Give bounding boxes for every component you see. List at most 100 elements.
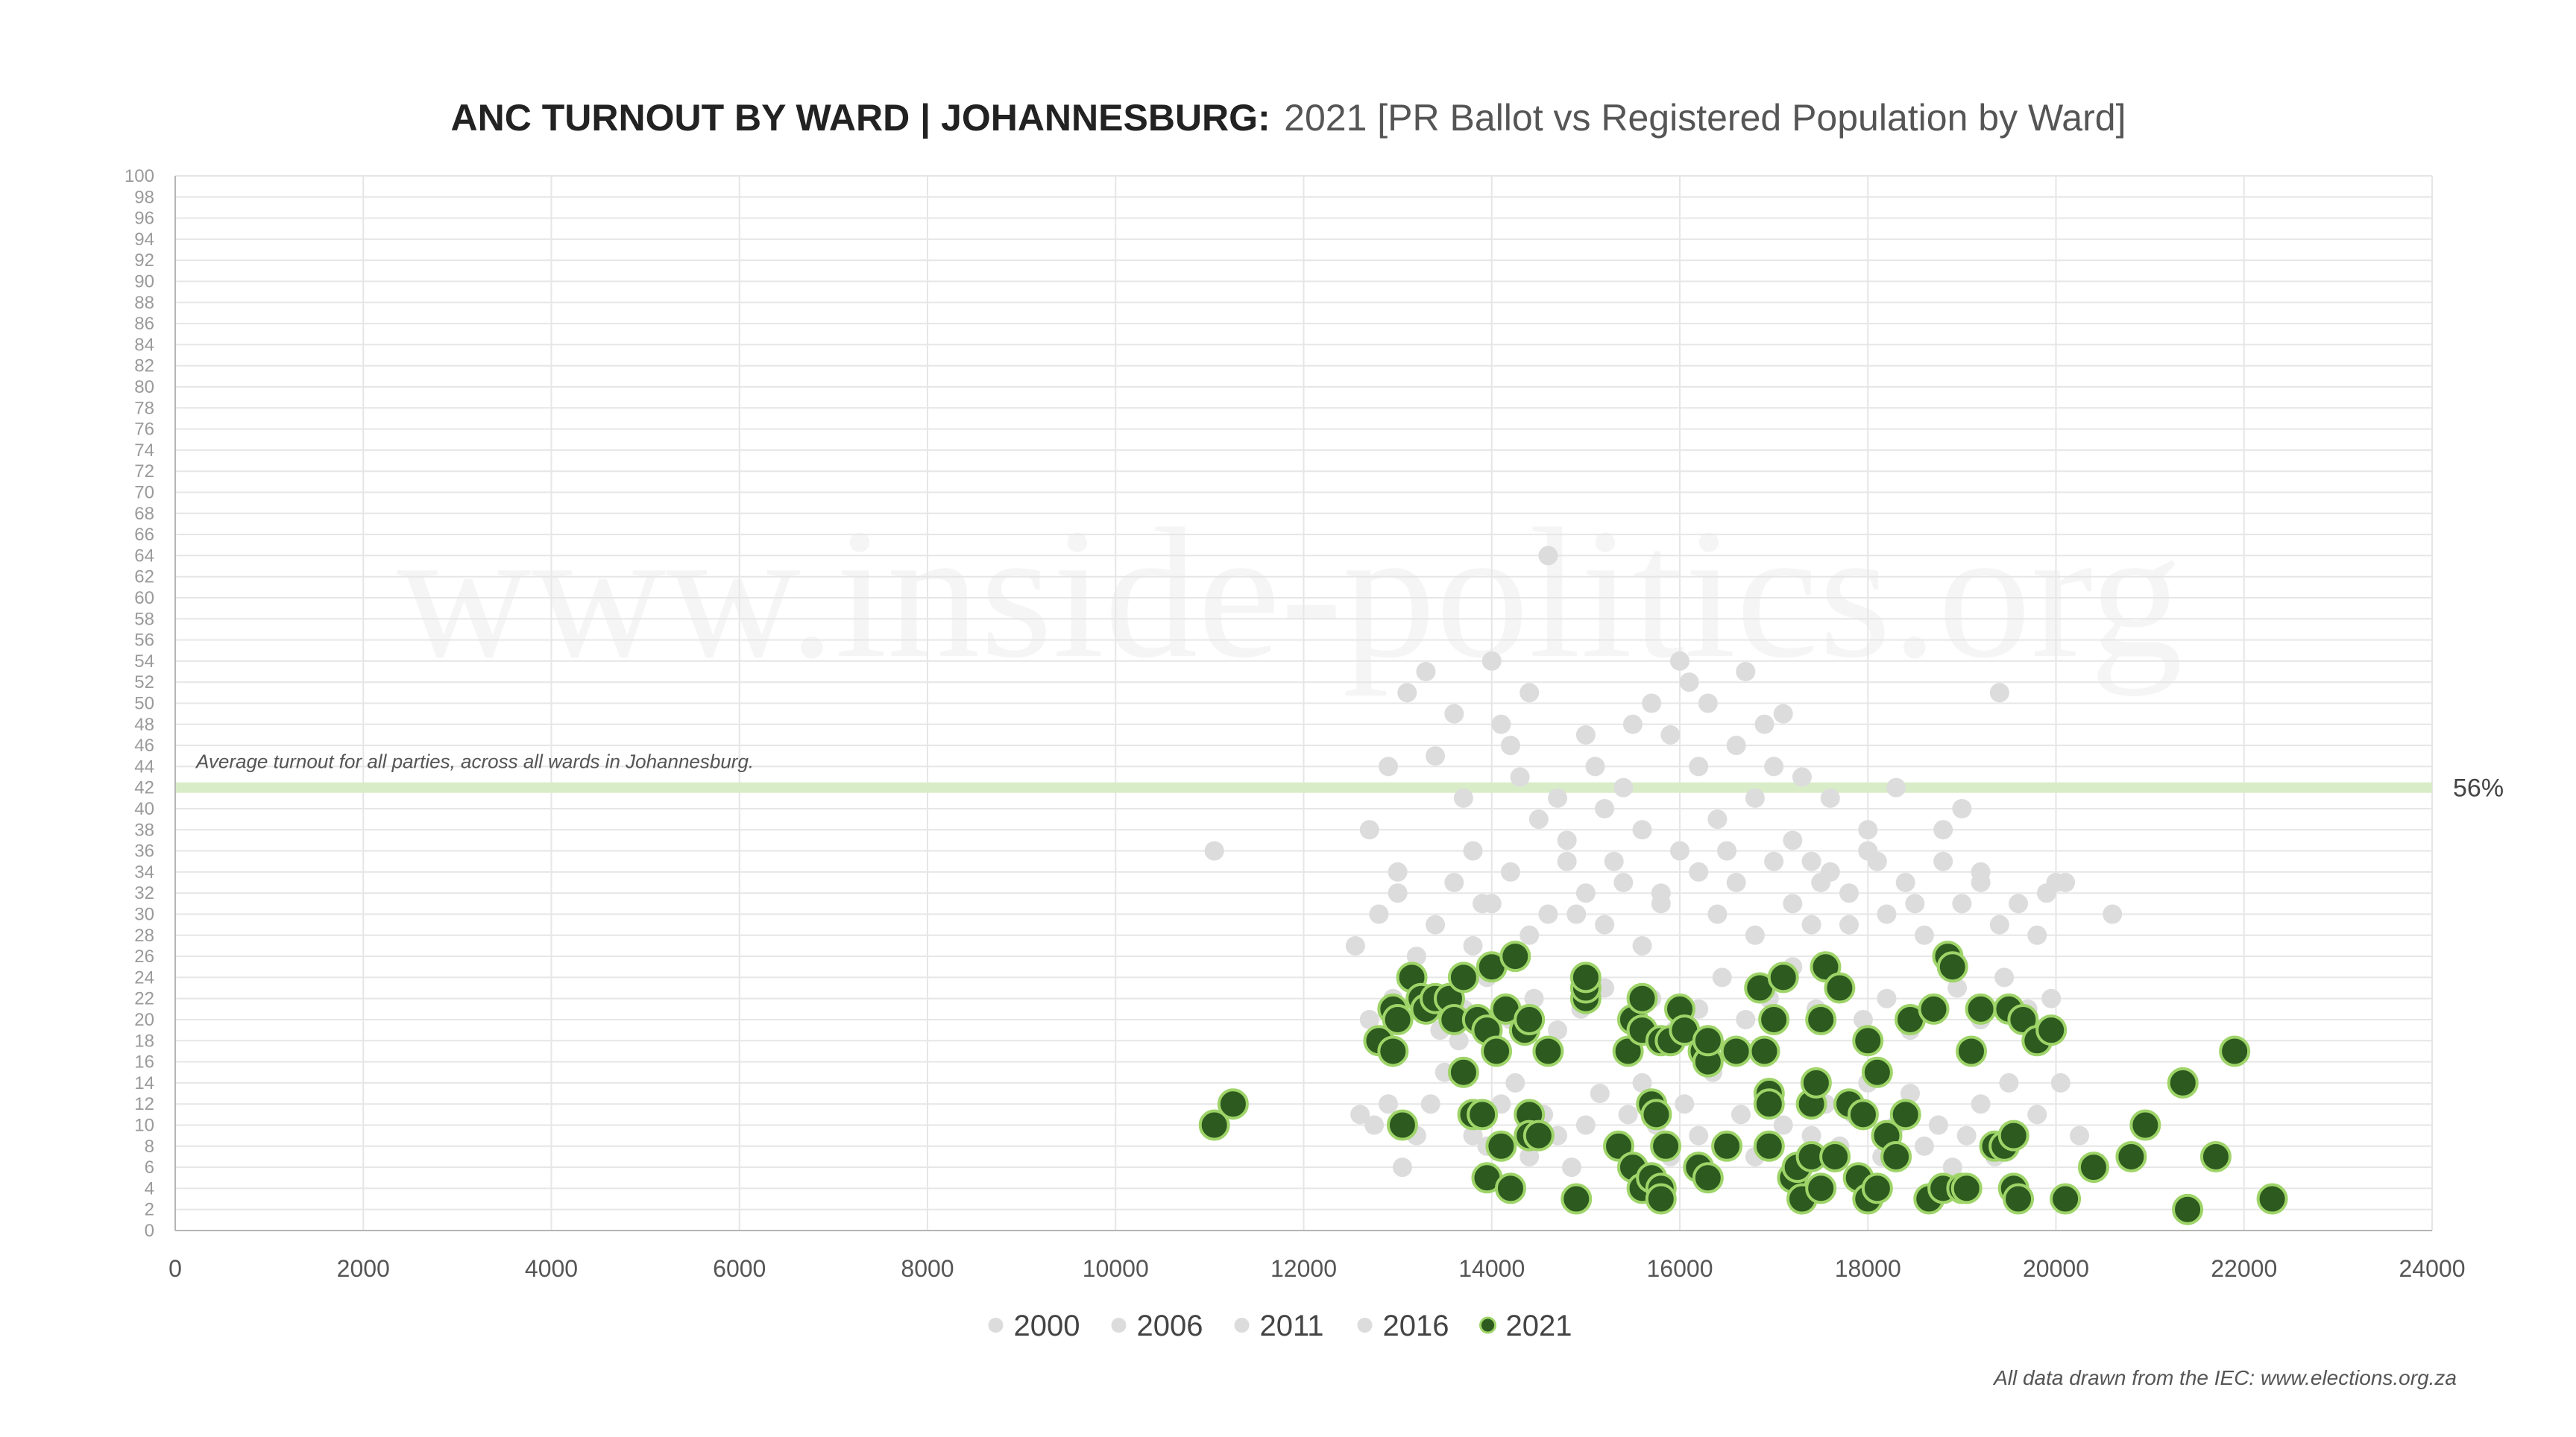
data-point-2000 <box>1679 672 1699 692</box>
y-tick-label: 18 <box>134 1031 154 1051</box>
y-tick-label: 28 <box>134 926 154 946</box>
data-point-2011 <box>1764 851 1784 871</box>
data-point-2021 <box>1561 1183 1593 1215</box>
data-point-2021 <box>1692 1025 1724 1057</box>
y-tick-label: 16 <box>134 1052 154 1073</box>
data-point-2000 <box>1538 546 1558 566</box>
data-point-2021 <box>1861 1056 1893 1088</box>
data-point-2011 <box>1463 935 1483 956</box>
y-tick-label: 62 <box>134 567 154 587</box>
data-point-2006 <box>1971 1094 1991 1114</box>
data-point-2011 <box>1388 883 1408 903</box>
data-point-2021 <box>1753 1088 1785 1120</box>
data-point-2021 <box>1847 1099 1879 1131</box>
data-point-2011 <box>2009 894 2029 914</box>
data-point-2021 <box>1711 1130 1743 1162</box>
y-tick-label: 56 <box>134 631 154 651</box>
source-note: All data drawn from the IEC: www.electio… <box>1992 1366 2457 1389</box>
data-point-2011 <box>1877 904 1897 924</box>
data-point-2006 <box>1590 1084 1610 1104</box>
data-point-2021 <box>1382 1004 1414 1035</box>
data-point-2011 <box>1481 894 1502 914</box>
data-point-2000 <box>1359 820 1379 840</box>
legend-marker-2011 <box>1234 1318 1250 1333</box>
data-point-2011 <box>1538 904 1558 924</box>
chart-title: ANC TURNOUT BY WARD | JOHANNESBURG: 2021… <box>451 97 2126 139</box>
data-point-2006 <box>1520 1146 1540 1166</box>
data-point-2021 <box>1494 1172 1526 1204</box>
data-point-2000 <box>1839 915 1859 935</box>
y-tick-label: 8 <box>145 1137 154 1157</box>
data-point-2011 <box>2056 873 2076 893</box>
data-point-2011 <box>1971 873 1991 893</box>
chart-title-bold: ANC TURNOUT BY WARD | JOHANNESBURG: <box>451 97 1270 139</box>
data-point-2000 <box>1557 830 1577 850</box>
y-tick-label: 26 <box>134 947 154 967</box>
data-point-2000 <box>1510 767 1530 787</box>
data-point-2000 <box>1613 777 1634 798</box>
data-point-2000 <box>1632 820 1652 840</box>
y-tick-label: 86 <box>134 314 154 334</box>
data-point-2006 <box>1505 1073 1525 1093</box>
data-point-2021 <box>1377 1035 1409 1067</box>
data-point-2011 <box>1858 841 1878 861</box>
data-point-2021 <box>1603 1130 1635 1162</box>
legend-marker-2006 <box>1111 1318 1127 1333</box>
data-point-2011 <box>1952 894 1972 914</box>
data-point-2000 <box>1670 651 1689 671</box>
data-point-2006 <box>1942 1158 1962 1178</box>
reference-line <box>175 782 2432 793</box>
data-point-2006 <box>1575 1115 1596 1135</box>
data-point-2021 <box>1767 961 1799 994</box>
y-tick-label: 78 <box>134 398 154 418</box>
y-tick-label: 32 <box>134 883 154 903</box>
data-point-2000 <box>1754 714 1774 734</box>
data-point-2021 <box>2003 1183 2035 1215</box>
data-point-2021 <box>2167 1067 2199 1099</box>
data-point-2021 <box>1955 1035 1987 1067</box>
x-tick-label: 16000 <box>1647 1255 1713 1282</box>
data-point-2000 <box>1820 788 1840 808</box>
data-point-2016 <box>1877 988 1897 1008</box>
data-point-2006 <box>1928 1115 1948 1135</box>
data-point-2011 <box>1369 904 1389 924</box>
data-point-2021 <box>1481 1035 1513 1067</box>
data-point-2000 <box>1736 662 1756 682</box>
legend-label-2016: 2016 <box>1383 1310 1449 1342</box>
legend: 2000 2006 2011 2016 2021 <box>988 1310 1572 1342</box>
data-point-2006 <box>1675 1094 1695 1114</box>
data-point-2021 <box>1861 1172 1893 1204</box>
data-point-2000 <box>1481 651 1502 671</box>
y-tick-label: 40 <box>134 799 154 819</box>
chart-title-rest: 2021 [PR Ballot vs Registered Population… <box>1284 97 2126 139</box>
data-point-2006 <box>1956 1125 1977 1146</box>
y-tick-label: 72 <box>134 461 154 481</box>
data-point-2021 <box>1965 993 1997 1025</box>
y-tick-label: 0 <box>145 1221 154 1241</box>
y-tick-label: 48 <box>134 715 154 735</box>
data-point-2000 <box>1604 851 1624 871</box>
data-point-2021 <box>1824 972 1856 1004</box>
data-point-2021 <box>2050 1183 2082 1215</box>
data-point-2011 <box>1670 841 1689 861</box>
data-point-2021 <box>2115 1140 2147 1172</box>
data-point-2021 <box>1612 1035 1644 1067</box>
series-2011 <box>1369 841 2076 967</box>
y-tick-label: 30 <box>134 905 154 925</box>
y-tick-label: 46 <box>134 736 154 756</box>
y-tick-label: 14 <box>134 1073 154 1093</box>
data-point-2000 <box>1528 809 1549 830</box>
y-tick-label: 94 <box>134 230 154 250</box>
y-tick-label: 66 <box>134 525 154 545</box>
y-tick-label: 54 <box>134 651 154 672</box>
legend-label-2021: 2021 <box>1506 1310 1572 1342</box>
data-point-2000 <box>2027 925 2047 945</box>
y-tick-label: 2 <box>145 1200 154 1220</box>
y-tick-label: 80 <box>134 377 154 397</box>
data-point-2016 <box>1736 1010 1756 1029</box>
data-point-2011 <box>1406 947 1426 967</box>
data-point-2011 <box>1557 851 1577 871</box>
data-point-2000 <box>1773 704 1793 724</box>
data-point-2000 <box>1575 724 1596 745</box>
